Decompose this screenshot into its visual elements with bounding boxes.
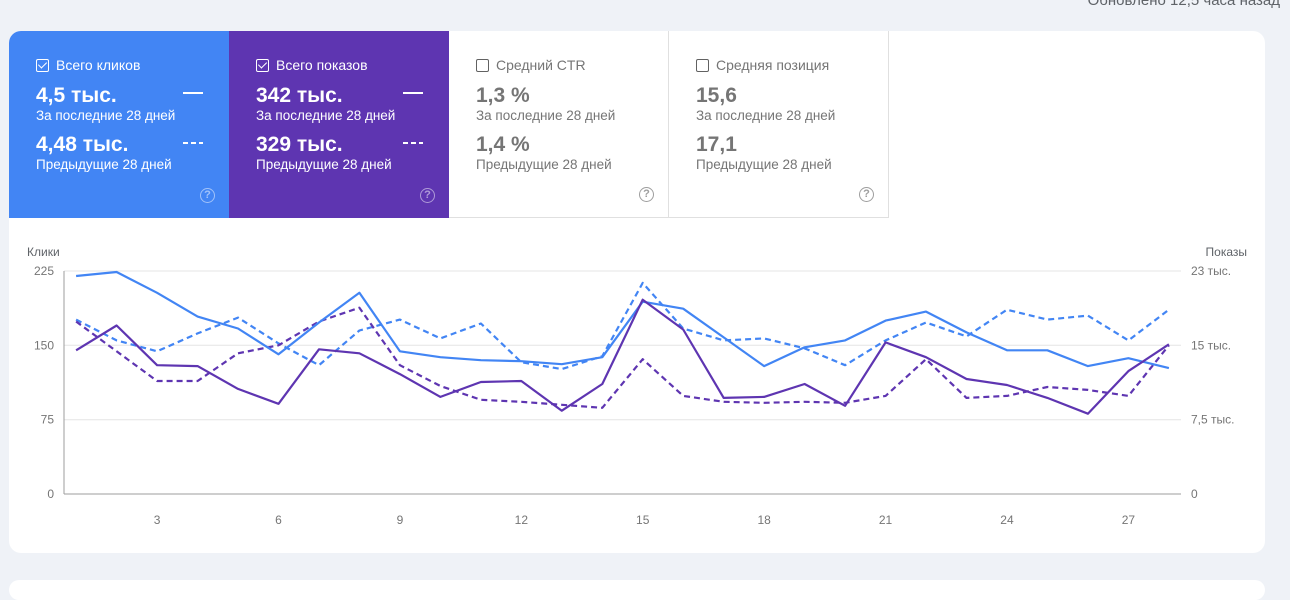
metric-tile-impressions[interactable]: Всего показов 342 тыс. За последние 28 д… <box>229 31 449 218</box>
checkbox-checked-icon[interactable] <box>36 58 49 72</box>
x-tick-label: 6 <box>275 513 282 527</box>
series-line-impressions-previous[interactable] <box>75 306 1170 409</box>
metric-previous-value: 4,48 тыс. <box>36 133 129 156</box>
metric-label: Всего кликов <box>56 57 141 73</box>
left-tick-label: 150 <box>34 338 54 352</box>
solid-line-legend-icon <box>403 92 423 94</box>
series-line-impressions-current[interactable] <box>75 298 1170 415</box>
metric-current-period: За последние 28 дней <box>36 108 176 123</box>
help-icon[interactable]: ? <box>200 188 215 203</box>
metric-current-value: 15,6 <box>696 84 737 107</box>
metric-tiles: Всего кликов 4,5 тыс. За последние 28 дн… <box>9 31 889 218</box>
x-tick-label: 9 <box>397 513 404 527</box>
x-tick-label: 18 <box>757 513 771 527</box>
metric-tile-clicks[interactable]: Всего кликов 4,5 тыс. За последние 28 дн… <box>9 31 229 218</box>
metric-label: Всего показов <box>276 57 368 73</box>
left-axis-title: Клики <box>27 245 60 259</box>
x-tick-label: 3 <box>154 513 161 527</box>
performance-card: Всего кликов 4,5 тыс. За последние 28 дн… <box>9 31 1265 553</box>
last-updated-text: Обновлено 12,5 часа назад <box>1087 0 1280 9</box>
metric-previous-period: Предыдущие 28 дней <box>36 157 172 172</box>
solid-line-legend-icon <box>183 92 203 94</box>
help-icon[interactable]: ? <box>639 187 654 202</box>
series-line-clicks-previous[interactable] <box>75 281 1170 371</box>
x-tick-label: 15 <box>636 513 650 527</box>
metric-current-value: 342 тыс. <box>256 84 343 107</box>
axis-ticks: 0 75 150 225 0 7,5 тыс. 15 тыс. 23 тыс. 3 6 9 12 15 1… <box>34 264 1235 527</box>
x-tick-label: 21 <box>879 513 893 527</box>
checkbox-checked-icon[interactable] <box>256 58 269 72</box>
metric-current-period: За последние 28 дней <box>476 108 616 123</box>
right-tick-label: 23 тыс. <box>1191 264 1231 278</box>
metric-previous-period: Предыдущие 28 дней <box>696 157 832 172</box>
metric-previous-period: Предыдущие 28 дней <box>476 157 612 172</box>
metric-current-value: 1,3 % <box>476 84 530 107</box>
checkbox-unchecked-icon[interactable] <box>476 58 489 72</box>
metric-current-value: 4,5 тыс. <box>36 84 117 107</box>
x-tick-label: 27 <box>1122 513 1136 527</box>
metric-previous-value: 329 тыс. <box>256 133 343 156</box>
metric-current-period: За последние 28 дней <box>696 108 836 123</box>
metric-previous-value: 17,1 <box>696 133 737 156</box>
chart-series <box>75 270 1170 415</box>
left-tick-label: 225 <box>34 264 54 278</box>
metric-label: Средняя позиция <box>716 57 830 73</box>
dashed-line-legend-icon <box>183 142 203 144</box>
metric-tile-ctr[interactable]: Средний CTR 1,3 % За последние 28 дней 1… <box>449 31 669 218</box>
right-tick-label: 7,5 тыс. <box>1191 413 1234 427</box>
metric-tile-position[interactable]: Средняя позиция 15,6 За последние 28 дне… <box>669 31 889 218</box>
help-icon[interactable]: ? <box>420 188 435 203</box>
help-icon[interactable]: ? <box>859 187 874 202</box>
metric-label: Средний CTR <box>496 57 586 73</box>
metric-current-period: За последние 28 дней <box>256 108 396 123</box>
right-tick-label: 15 тыс. <box>1191 338 1231 352</box>
x-tick-label: 24 <box>1000 513 1014 527</box>
metric-previous-value: 1,4 % <box>476 133 530 156</box>
left-tick-label: 0 <box>47 487 54 501</box>
series-line-clicks-current[interactable] <box>75 270 1170 370</box>
next-card <box>9 580 1265 600</box>
dashed-line-legend-icon <box>403 142 423 144</box>
performance-chart[interactable]: 0 75 150 225 0 7,5 тыс. 15 тыс. 23 тыс. 3 6 9 12 15 1… <box>9 31 1265 553</box>
x-tick-label: 12 <box>515 513 529 527</box>
right-axis-title: Показы <box>1206 245 1247 259</box>
checkbox-unchecked-icon[interactable] <box>696 58 709 72</box>
right-tick-label: 0 <box>1191 487 1198 501</box>
left-tick-label: 75 <box>41 413 55 427</box>
metric-previous-period: Предыдущие 28 дней <box>256 157 392 172</box>
